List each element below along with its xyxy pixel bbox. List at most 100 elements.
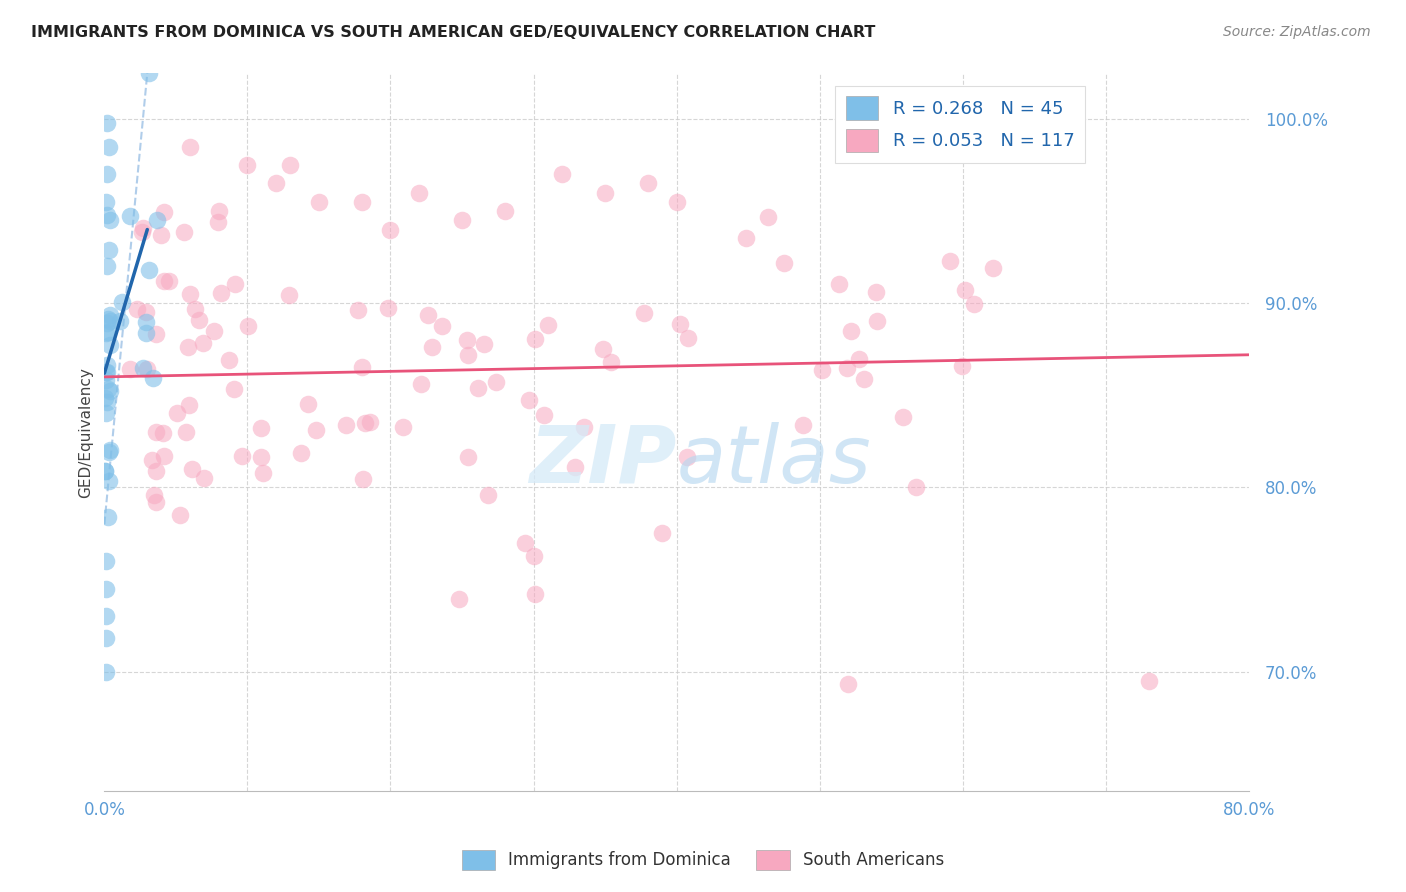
Point bbox=[651, 526, 673, 541]
Point bbox=[98, 308, 121, 322]
Point bbox=[983, 260, 1005, 275]
Point bbox=[676, 450, 699, 464]
Point bbox=[592, 342, 614, 356]
Point bbox=[551, 167, 574, 181]
Point bbox=[145, 495, 167, 509]
Point bbox=[457, 349, 479, 363]
Point bbox=[350, 194, 373, 209]
Point bbox=[347, 302, 370, 317]
Point bbox=[188, 313, 211, 327]
Point bbox=[290, 446, 312, 460]
Point bbox=[280, 158, 302, 172]
Point bbox=[939, 253, 962, 268]
Point bbox=[524, 332, 547, 346]
Point bbox=[111, 294, 134, 309]
Point bbox=[231, 449, 253, 463]
Point bbox=[430, 318, 453, 333]
Point bbox=[891, 410, 914, 425]
Point bbox=[94, 665, 117, 679]
Point bbox=[94, 365, 117, 379]
Point bbox=[252, 466, 274, 480]
Point bbox=[572, 420, 595, 434]
Point bbox=[138, 66, 160, 80]
Point bbox=[98, 213, 121, 227]
Point bbox=[669, 317, 692, 331]
Point bbox=[208, 204, 231, 219]
Point bbox=[772, 255, 794, 269]
Point bbox=[96, 116, 118, 130]
Point bbox=[513, 535, 536, 549]
Point bbox=[169, 508, 191, 522]
Point bbox=[218, 353, 240, 368]
Point bbox=[152, 426, 174, 441]
Point bbox=[533, 408, 555, 422]
Point bbox=[98, 243, 121, 257]
Point bbox=[848, 351, 870, 366]
Point bbox=[447, 592, 470, 607]
Point bbox=[127, 302, 149, 317]
Point bbox=[142, 488, 165, 502]
Point bbox=[132, 220, 155, 235]
Point bbox=[837, 360, 859, 375]
Point bbox=[451, 213, 474, 227]
Point bbox=[179, 286, 201, 301]
Point bbox=[97, 474, 120, 488]
Point bbox=[392, 420, 415, 434]
Point bbox=[94, 194, 117, 209]
Point bbox=[600, 354, 623, 368]
Point bbox=[853, 372, 876, 386]
Point bbox=[352, 472, 374, 486]
Point bbox=[149, 228, 172, 243]
Legend: R = 0.268   N = 45, R = 0.053   N = 117: R = 0.268 N = 45, R = 0.053 N = 117 bbox=[835, 86, 1085, 162]
Point bbox=[207, 215, 229, 229]
Point bbox=[180, 462, 202, 476]
Point bbox=[420, 340, 443, 354]
Point bbox=[494, 204, 516, 219]
Point bbox=[135, 326, 157, 341]
Point bbox=[94, 391, 117, 405]
Point bbox=[193, 470, 215, 484]
Point bbox=[94, 554, 117, 568]
Point bbox=[676, 330, 699, 344]
Point bbox=[278, 288, 301, 302]
Point bbox=[963, 296, 986, 310]
Point bbox=[132, 360, 155, 375]
Point bbox=[593, 186, 616, 200]
Legend: Immigrants from Dominica, South Americans: Immigrants from Dominica, South American… bbox=[456, 843, 950, 877]
Point bbox=[96, 208, 118, 222]
Point bbox=[350, 359, 373, 374]
Point bbox=[467, 381, 489, 395]
Point bbox=[297, 397, 319, 411]
Point bbox=[145, 326, 167, 341]
Point bbox=[94, 632, 117, 646]
Point bbox=[94, 406, 117, 420]
Point bbox=[98, 338, 121, 352]
Point bbox=[249, 450, 271, 465]
Point bbox=[153, 205, 176, 219]
Point bbox=[866, 314, 889, 328]
Text: Source: ZipAtlas.com: Source: ZipAtlas.com bbox=[1223, 25, 1371, 39]
Point bbox=[377, 301, 399, 315]
Point bbox=[457, 450, 479, 464]
Point bbox=[176, 339, 198, 353]
Point bbox=[734, 231, 756, 245]
Point bbox=[564, 460, 586, 475]
Point bbox=[409, 376, 432, 391]
Point bbox=[142, 371, 165, 385]
Point bbox=[380, 222, 402, 236]
Point bbox=[841, 324, 863, 338]
Point bbox=[305, 423, 328, 437]
Point bbox=[152, 449, 174, 463]
Point bbox=[96, 358, 118, 372]
Y-axis label: GED/Equivalency: GED/Equivalency bbox=[79, 367, 93, 498]
Point bbox=[238, 318, 260, 333]
Point bbox=[308, 194, 330, 209]
Point bbox=[96, 167, 118, 181]
Point bbox=[828, 277, 851, 291]
Point bbox=[811, 363, 834, 377]
Point bbox=[177, 398, 200, 412]
Point bbox=[141, 452, 163, 467]
Point bbox=[250, 421, 273, 435]
Point bbox=[837, 677, 859, 691]
Point bbox=[94, 609, 117, 624]
